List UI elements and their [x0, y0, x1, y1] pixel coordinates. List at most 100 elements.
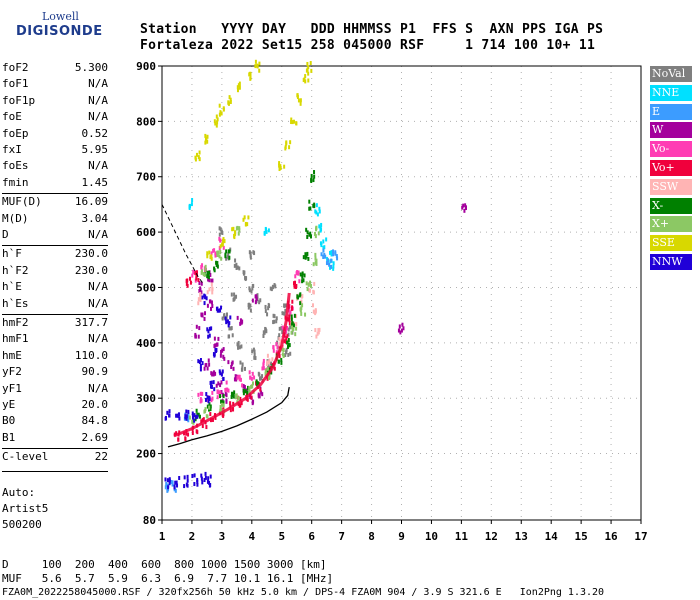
param-row: C-level 22 [2, 450, 108, 466]
data-point-nnw [196, 479, 199, 484]
data-point-nnw [227, 323, 230, 328]
y-tick-label: 300 [136, 392, 156, 405]
data-point-noval [233, 263, 236, 268]
x-tick-label: 9 [398, 530, 405, 543]
data-point-e [186, 416, 189, 421]
data-point-w [243, 385, 246, 390]
data-point-ssw [268, 360, 271, 365]
data-point-nnw [199, 364, 202, 369]
autoscaler-label: Auto: [2, 486, 36, 499]
data-point-w [208, 278, 211, 283]
data-point-vo [211, 390, 214, 395]
data-point-noval [236, 265, 239, 270]
param-value: 16.09 [74, 195, 108, 209]
data-point-e [322, 254, 325, 259]
data-point-vo [296, 270, 299, 275]
data-point-x [220, 407, 223, 412]
data-point-x [216, 264, 219, 269]
data-point-noval [268, 304, 271, 309]
data-point-nnw [206, 395, 209, 400]
data-point-ssw [295, 322, 298, 327]
data-point-vo [224, 387, 227, 392]
data-point-sse [232, 226, 235, 231]
data-point-nnw [184, 414, 187, 419]
data-point-nne [329, 250, 332, 255]
data-point-noval [254, 356, 257, 361]
data-point-nnw [201, 480, 204, 485]
data-point-nnw [178, 416, 181, 421]
data-point-noval [225, 312, 228, 317]
data-point-noval [243, 366, 246, 371]
param-row: h`F2 230.0 [2, 264, 108, 280]
data-point-e [325, 261, 328, 266]
data-point-ssw [317, 328, 320, 333]
data-point-vo [226, 388, 229, 393]
data-point-sse [220, 111, 223, 116]
data-point-nnw [221, 369, 224, 374]
data-point-w [200, 281, 203, 286]
data-point-w [220, 349, 223, 354]
data-point-x [204, 267, 207, 272]
data-point-nnw [166, 478, 169, 483]
data-point-vo [285, 326, 288, 331]
data-point-w [227, 360, 230, 365]
data-point-sse [216, 120, 219, 125]
autoscaler-id: 500200 [2, 518, 42, 531]
data-point-ssw [281, 344, 284, 349]
data-point-x [292, 323, 295, 328]
data-point-noval [270, 287, 273, 292]
data-point-w [464, 206, 467, 211]
data-point-w [462, 203, 465, 208]
data-point-x [264, 371, 267, 376]
data-point-sse [233, 230, 236, 235]
data-point-sse [198, 150, 201, 155]
data-point-ssw [300, 294, 303, 299]
data-point-e [327, 258, 330, 263]
param-value: 5.300 [74, 61, 108, 74]
data-point-noval [275, 316, 278, 321]
data-point-noval [225, 256, 228, 261]
data-point-vo [216, 395, 219, 400]
data-point-x [251, 384, 254, 389]
data-point-noval [223, 313, 226, 318]
data-point-nnw [168, 409, 171, 414]
param-value: 3.04 [81, 211, 109, 225]
data-point-ssw [199, 298, 202, 303]
data-point-x [300, 311, 303, 316]
data-point-sse [296, 93, 299, 98]
data-point-nnw [173, 485, 176, 490]
data-point-w [242, 384, 245, 389]
data-point-nnw [196, 414, 199, 419]
param-row: fmin 1.45 [2, 176, 108, 192]
data-point-w [225, 393, 228, 398]
param-row: hmF2 317.7 [2, 316, 108, 332]
legend-item-sse: SSE [650, 235, 692, 252]
data-point-x [203, 409, 206, 414]
param-name: C-level [2, 450, 49, 464]
data-point-vo [196, 430, 199, 435]
data-point-ssw [199, 293, 202, 298]
data-point-sse [236, 85, 239, 90]
data-point-ssw [316, 331, 319, 336]
data-point-vo [253, 375, 256, 380]
data-point-x [315, 226, 318, 231]
data-point-vo [297, 271, 300, 276]
data-point-nnw [208, 326, 211, 331]
data-point-nne [191, 197, 194, 202]
data-point-x [310, 179, 313, 184]
x-tick-label: 12 [485, 530, 498, 543]
data-point-noval [269, 361, 272, 366]
data-point-x [230, 391, 233, 396]
data-point-x [301, 279, 304, 284]
data-point-ssw [266, 362, 269, 367]
data-point-sse [307, 65, 310, 70]
data-point-noval [227, 334, 230, 339]
y-tick-label: 400 [136, 337, 156, 350]
data-point-noval [259, 298, 262, 303]
data-point-noval [239, 360, 242, 365]
data-point-vo [219, 238, 222, 243]
data-point-x [295, 326, 298, 331]
param-row: foEs N/A [2, 159, 108, 175]
data-point-noval [248, 304, 251, 309]
